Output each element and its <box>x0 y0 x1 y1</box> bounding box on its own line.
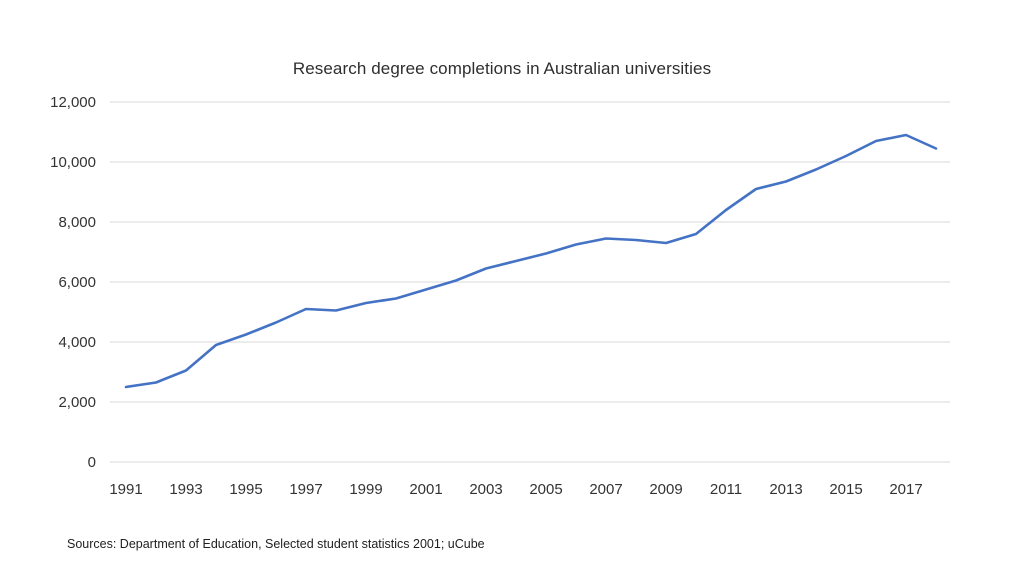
svg-text:8,000: 8,000 <box>58 214 96 231</box>
svg-text:1993: 1993 <box>169 481 202 498</box>
svg-text:1999: 1999 <box>349 481 382 498</box>
svg-text:2003: 2003 <box>469 481 502 498</box>
svg-text:2,000: 2,000 <box>58 394 96 411</box>
svg-text:2005: 2005 <box>529 481 562 498</box>
svg-text:1997: 1997 <box>289 481 322 498</box>
svg-text:2011: 2011 <box>710 481 742 498</box>
svg-text:2009: 2009 <box>649 481 682 498</box>
svg-text:12,000: 12,000 <box>50 94 96 111</box>
x-axis-tick-labels: 1991 1993 1995 1997 1999 2001 2003 2005 2007 2009… <box>109 481 922 498</box>
svg-text:10,000: 10,000 <box>50 154 96 171</box>
svg-text:6,000: 6,000 <box>58 274 96 291</box>
svg-text:4,000: 4,000 <box>58 334 96 351</box>
svg-text:2015: 2015 <box>829 481 862 498</box>
chart-title: Research degree completions in Australia… <box>292 59 712 78</box>
svg-text:2001: 2001 <box>409 481 442 498</box>
y-axis-tick-labels: 0 2,000 4,000 6,000 8,000 10,000 12,000 <box>50 94 96 471</box>
svg-text:2007: 2007 <box>589 481 622 498</box>
svg-text:2013: 2013 <box>769 481 802 498</box>
svg-text:0: 0 <box>88 454 96 471</box>
svg-text:2017: 2017 <box>889 481 922 498</box>
svg-text:1991: 1991 <box>109 481 142 498</box>
gridlines <box>110 101 950 463</box>
data-series-line <box>124 133 938 389</box>
svg-text:1995: 1995 <box>229 481 262 498</box>
source-note: Sources: Department of Education, Select… <box>67 537 485 551</box>
